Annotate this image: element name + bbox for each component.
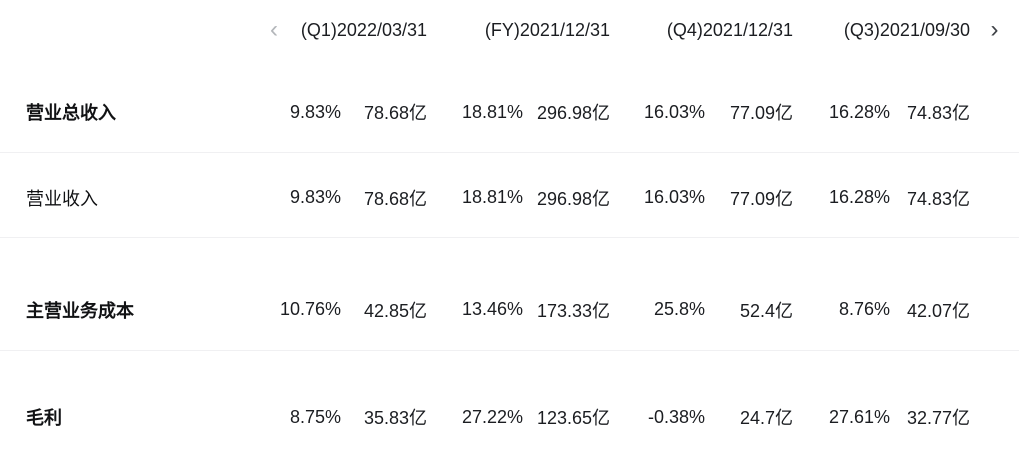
- next-period-nav: ›: [970, 18, 1019, 42]
- metric-value: 74.83亿: [906, 188, 970, 209]
- metric-value: 35.83亿: [363, 408, 427, 428]
- period-column-header: (Q4)2021/12/31: [666, 19, 793, 40]
- table-row[interactable]: 主营业务成本 10.76% 42.85亿 13.46% 173.33亿 25.8…: [0, 237, 1019, 350]
- metric-value: 123.65亿: [536, 408, 610, 428]
- metric-label: 主营业务成本: [26, 300, 134, 321]
- metric-label: 营业总收入: [26, 103, 116, 123]
- table-row[interactable]: 毛利 8.75% 35.83亿 27.22% 123.65亿 -0.38% 24…: [0, 350, 1019, 456]
- pct-change: 16.03%: [643, 187, 705, 207]
- metric-value: 77.09亿: [729, 103, 793, 123]
- pct-change: 16.03%: [643, 101, 705, 122]
- chevron-right-icon[interactable]: ›: [990, 16, 999, 43]
- metric-value: 77.09亿: [729, 188, 793, 209]
- period-column-header: (Q3)2021/09/30: [843, 19, 970, 40]
- pct-change: 9.83%: [289, 101, 341, 122]
- metric-value: 32.77亿: [906, 408, 970, 428]
- metric-value: 296.98亿: [536, 103, 610, 123]
- metric-value: 173.33亿: [536, 300, 610, 321]
- period-column-header: ‹ (Q1)2022/03/31: [250, 18, 427, 42]
- pct-change: 27.22%: [461, 406, 523, 427]
- pct-change: 13.46%: [461, 299, 523, 319]
- pct-change: -0.38%: [647, 406, 705, 427]
- metric-value: 42.85亿: [363, 300, 427, 321]
- metric-label: 毛利: [26, 408, 62, 428]
- period-header-row: ‹ (Q1)2022/03/31 (FY)2021/12/31 (Q4)2021…: [0, 0, 1019, 60]
- pct-change: 8.76%: [838, 299, 890, 319]
- pct-change: 18.81%: [461, 101, 523, 122]
- pct-change: 18.81%: [461, 187, 523, 207]
- table-row[interactable]: 营业收入 9.83% 78.68亿 18.81% 296.98亿 16.03% …: [0, 152, 1019, 237]
- metric-value: 74.83亿: [906, 103, 970, 123]
- metric-value: 42.07亿: [906, 300, 970, 321]
- chevron-left-icon[interactable]: ‹: [270, 16, 278, 43]
- period-column-header: (FY)2021/12/31: [484, 19, 610, 40]
- pct-change: 16.28%: [828, 101, 890, 122]
- metric-value: 78.68亿: [363, 188, 427, 209]
- metric-value: 24.7亿: [739, 408, 793, 428]
- metric-value: 52.4亿: [739, 300, 793, 321]
- metric-label: 营业收入: [26, 188, 98, 209]
- metric-value: 78.68亿: [363, 103, 427, 123]
- period-column-label: (Q1)2022/03/31: [300, 19, 427, 40]
- metric-value: 296.98亿: [536, 188, 610, 209]
- pct-change: 27.61%: [828, 406, 890, 427]
- pct-change: 16.28%: [828, 187, 890, 207]
- pct-change: 9.83%: [289, 187, 341, 207]
- pct-change: 8.75%: [289, 406, 341, 427]
- pct-change: 25.8%: [653, 299, 705, 319]
- pct-change: 10.76%: [279, 299, 341, 319]
- table-row[interactable]: 营业总收入 9.83% 78.68亿 18.81% 296.98亿 16.03%…: [0, 60, 1019, 152]
